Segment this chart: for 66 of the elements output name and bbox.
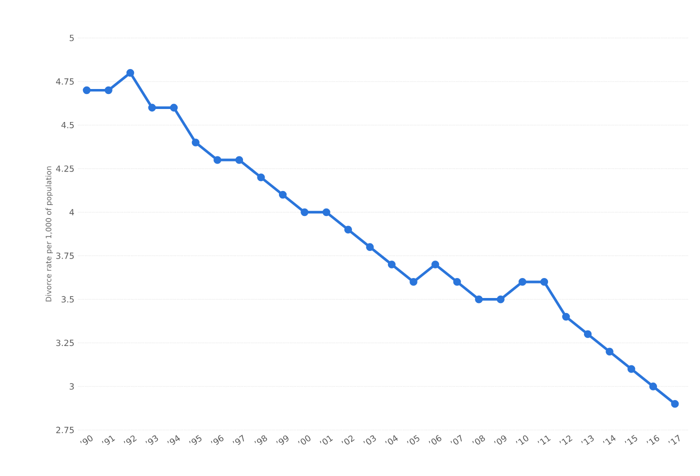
x-tick-label: ’06 [428, 435, 442, 445]
y-tick-label: 4 [70, 209, 74, 216]
x-tick-label: ’16 [646, 435, 660, 445]
x-tick-label: ’13 [581, 435, 594, 445]
point [388, 260, 396, 268]
y-tick-label: 4.25 [56, 165, 74, 172]
x-tick-label: ’97 [232, 434, 244, 445]
y-tick-label: 3.75 [56, 252, 74, 259]
point [170, 104, 178, 112]
x-tick-label: ’96 [210, 435, 224, 445]
x-tick-label: ’95 [189, 435, 202, 445]
point [214, 156, 222, 164]
point [300, 208, 308, 216]
x-tick-label: ’05 [406, 435, 420, 445]
x-tick-label: ’00 [298, 435, 310, 445]
x-tick-label: ’10 [516, 435, 528, 445]
point [474, 295, 483, 304]
y-tick-label: 4.75 [56, 78, 74, 85]
x-tick-label: ’92 [124, 435, 137, 445]
point [540, 278, 548, 286]
point [192, 138, 200, 146]
y-tick-label: 3.5 [62, 296, 74, 303]
y-tick-label: 5 [70, 34, 74, 42]
point [410, 278, 418, 286]
x-tick-label: ’94 [167, 435, 180, 445]
point [344, 226, 352, 234]
point [518, 278, 526, 286]
x-tick-label: ’08 [472, 435, 485, 445]
point [606, 348, 614, 356]
x-tick-label: ’09 [494, 435, 506, 445]
x-tick-label: ’11 [538, 435, 551, 445]
x-tick-label: ’07 [450, 434, 462, 445]
x-tick-label: ’90 [80, 435, 93, 445]
x-tick-label: ’15 [624, 434, 638, 445]
point [453, 278, 461, 286]
point [148, 104, 156, 112]
x-tick-label: ’98 [254, 435, 268, 445]
x-tick-label: ’04 [385, 435, 398, 445]
x-tick-label: ’99 [276, 435, 288, 445]
x-tick-label: ’02 [342, 435, 355, 445]
x-tick-label: ’03 [363, 435, 376, 445]
point [322, 208, 330, 216]
x-tick-label: ’12 [559, 435, 572, 445]
point [278, 190, 287, 199]
point [104, 86, 112, 94]
y-tick-label: 4.5 [61, 122, 74, 128]
point [627, 365, 636, 373]
point [82, 86, 91, 94]
point [366, 243, 374, 251]
x-tick-label: ’01 [320, 436, 333, 445]
point [257, 173, 265, 182]
x-tick-label: ’93 [146, 435, 158, 445]
x-tick-label: ’14 [602, 435, 616, 445]
x-tick-label: ’17 [668, 434, 680, 445]
point [235, 156, 244, 164]
point [562, 312, 570, 321]
point [649, 382, 658, 390]
point [126, 68, 134, 77]
point [671, 400, 679, 408]
x-tick-label: ’91 [102, 436, 116, 445]
y-tick-label: 3.25 [56, 340, 74, 346]
point [584, 330, 592, 338]
point [496, 295, 505, 304]
y-tick-label: 2.75 [56, 426, 74, 434]
y-tick-label: 3 [70, 383, 74, 390]
point [431, 260, 440, 268]
